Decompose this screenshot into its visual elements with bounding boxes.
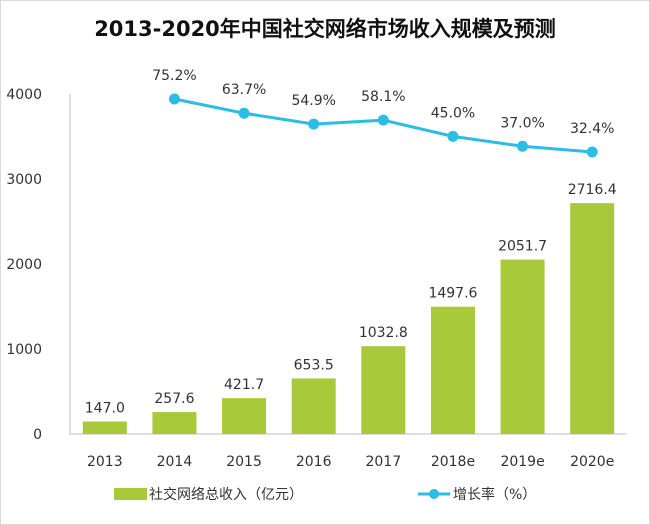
bar	[570, 203, 615, 434]
legend: 社交网络总收入（亿元） 增长率（%）	[114, 486, 536, 503]
y-tick-label: 4000	[6, 87, 42, 103]
growth-value-label: 54.9%	[291, 93, 335, 109]
x-tick-label: 2016	[296, 454, 332, 470]
bar-value-label: 2051.7	[498, 239, 547, 255]
x-tick-label: 2018e	[431, 454, 475, 470]
bar-value-label: 421.7	[224, 377, 264, 393]
bar	[291, 378, 336, 434]
growth-point	[238, 107, 250, 119]
x-tick-label: 2013	[87, 454, 123, 470]
growth-value-label: 45.0%	[431, 105, 475, 121]
y-tick-label: 1000	[6, 342, 42, 358]
bar	[500, 259, 545, 434]
growth-value-label: 37.0%	[500, 115, 544, 131]
bar-value-label: 653.5	[294, 357, 334, 373]
legend-line-marker	[429, 489, 439, 499]
x-tick-label: 2020e	[570, 454, 614, 470]
legend-bar-label: 社交网络总收入（亿元）	[149, 486, 303, 503]
legend-line-label: 增长率（%）	[453, 486, 536, 503]
y-tick-label: 3000	[6, 172, 42, 188]
growth-point	[517, 140, 529, 152]
x-tick-label: 2017	[365, 454, 401, 470]
bar-value-label: 257.6	[154, 391, 194, 407]
bar-value-label: 1032.8	[359, 325, 408, 341]
x-tick-label: 2019e	[500, 454, 544, 470]
y-tick-label: 0	[33, 427, 42, 443]
x-tick-label: 2015	[226, 454, 262, 470]
bar	[82, 421, 127, 434]
legend-bar-swatch	[114, 488, 147, 500]
chart-title: 2013-2020年中国社交网络市场收入规模及预测	[94, 17, 556, 41]
bar	[222, 398, 267, 434]
y-tick-label: 2000	[6, 257, 42, 273]
growth-point	[168, 93, 180, 105]
growth-value-label: 75.2%	[152, 68, 196, 84]
growth-point	[308, 118, 320, 130]
bar	[361, 346, 406, 434]
growth-point	[586, 146, 598, 158]
growth-value-label: 32.4%	[570, 121, 614, 137]
bar-value-label: 1497.6	[428, 286, 477, 302]
bar-value-label: 147.0	[85, 401, 125, 417]
growth-value-label: 58.1%	[361, 89, 405, 105]
bar	[152, 412, 197, 434]
growth-value-label: 63.7%	[222, 82, 266, 98]
bar	[430, 306, 475, 434]
growth-point	[447, 130, 459, 142]
x-tick-label: 2014	[157, 454, 193, 470]
growth-point	[377, 114, 389, 126]
bar-value-label: 2716.4	[568, 182, 617, 198]
